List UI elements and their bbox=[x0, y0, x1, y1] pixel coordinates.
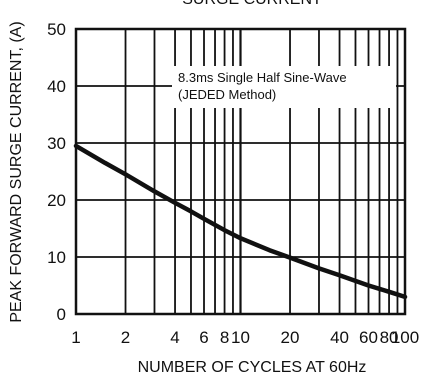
y-tick-label: 10 bbox=[47, 248, 66, 267]
x-tick-label: 2 bbox=[121, 328, 130, 347]
series-line bbox=[73, 143, 408, 300]
x-tick-label: 10 bbox=[231, 328, 250, 347]
y-tick-label: 0 bbox=[57, 305, 66, 324]
x-tick-label: 1 bbox=[71, 328, 80, 347]
x-tick-label: 6 bbox=[199, 328, 208, 347]
y-tick-label: 50 bbox=[47, 20, 66, 39]
annotation-box bbox=[172, 66, 396, 108]
y-tick-label: 30 bbox=[47, 134, 66, 153]
x-tick-label: 40 bbox=[330, 328, 349, 347]
x-tick-label: 60 bbox=[359, 328, 378, 347]
x-tick-label: 8 bbox=[220, 328, 229, 347]
annotation-line-1: 8.3ms Single Half Sine-Wave bbox=[178, 70, 347, 85]
x-tick-label: 80 bbox=[380, 328, 399, 347]
x-tick-label: 4 bbox=[170, 328, 179, 347]
plot-frame bbox=[74, 27, 407, 316]
chart-title: SURGE CURRENT bbox=[182, 0, 322, 8]
x-axis-label: NUMBER OF CYCLES AT 60Hz bbox=[138, 359, 367, 376]
y-axis-label: PEAK FORWARD SURGE CURRENT, (A) bbox=[8, 21, 25, 322]
y-tick-label: 20 bbox=[47, 191, 66, 210]
y-tick-label: 40 bbox=[47, 77, 66, 96]
x-tick-label: 20 bbox=[281, 328, 300, 347]
x-tick-label: 100 bbox=[391, 328, 419, 347]
annotation-line-2: (JEDED Method) bbox=[178, 87, 276, 102]
